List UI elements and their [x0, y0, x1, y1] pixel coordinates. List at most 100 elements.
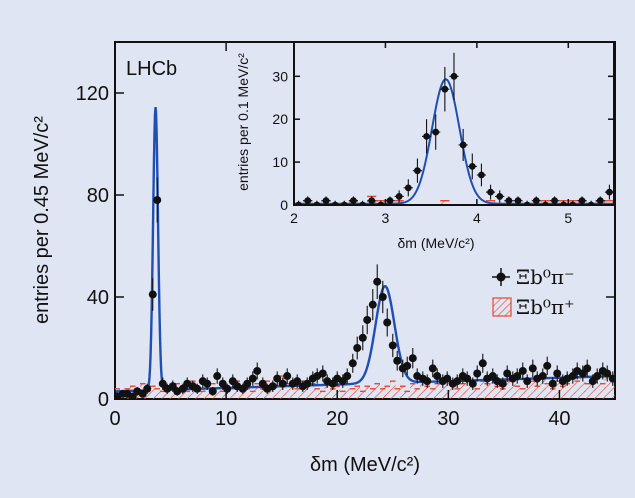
main-data-point [393, 356, 402, 365]
inset-data-point [432, 128, 440, 136]
main-data-point [143, 384, 152, 393]
main-background-bar [460, 383, 466, 399]
main-data-point [153, 196, 162, 205]
main-data-point [148, 290, 157, 299]
main-data-point [518, 366, 527, 375]
main-x-tick-label: 10 [215, 408, 237, 430]
main-background-bar [294, 388, 300, 399]
legend: Ξb⁰π⁻ Ξb⁰π⁺ [492, 265, 575, 319]
main-background-bar [554, 381, 560, 399]
legend-marker-background [492, 297, 512, 317]
main-data-point [213, 372, 222, 381]
main-data-point [553, 369, 562, 378]
main-data-point [253, 366, 262, 375]
main-background-bar [254, 383, 260, 399]
main-background-bar [170, 388, 176, 399]
main-x-tick-label: 30 [437, 408, 459, 430]
inset-y-tick-label: 30 [272, 68, 288, 84]
inset-data-point [304, 197, 312, 205]
main-background-bar [314, 388, 320, 399]
inset-background-bar [440, 200, 450, 205]
inset-data-point [404, 184, 412, 192]
main-background-bar [604, 376, 610, 399]
main-background-bar [324, 381, 330, 399]
inset-x-tick-label: 3 [382, 210, 390, 226]
main-background-bar [200, 391, 206, 399]
main-background-bar [564, 383, 570, 399]
main-background-bar [184, 391, 190, 399]
main-background-bar [400, 386, 406, 399]
inset-x-axis-label: δm (MeV/c²) [397, 235, 474, 251]
main-data-point [303, 379, 312, 388]
inset-data-point [414, 167, 421, 175]
inset-data-point [578, 197, 586, 205]
main-background-bar [390, 381, 396, 399]
main-background-bar [310, 383, 316, 399]
main-background-bar [530, 381, 536, 399]
main-background-bar [290, 386, 296, 399]
main-background-bar [590, 381, 596, 399]
main-background-bar [514, 386, 520, 399]
main-background-bar [154, 388, 160, 399]
main-background-bar [424, 386, 430, 399]
main-background-bar [360, 391, 366, 399]
main-background-bar [434, 383, 440, 399]
inset-data-point [468, 162, 476, 170]
main-data-point [273, 374, 282, 383]
main-data-point [378, 293, 387, 301]
inset-data-point [368, 197, 376, 205]
main-background-bar [370, 388, 376, 399]
main-data-point [463, 374, 472, 383]
main-background-bar [454, 388, 460, 399]
inset-data-point [551, 197, 558, 205]
main-data-point [498, 379, 507, 388]
main-background-bar [474, 388, 480, 399]
main-data-point [208, 387, 217, 396]
main-background-bar [410, 383, 416, 399]
main-background-bar [574, 381, 580, 399]
main-x-tick-label: 0 [109, 408, 120, 430]
legend-label-data: Ξb⁰π⁻ [516, 265, 575, 289]
main-background-bar [404, 391, 410, 399]
main-data-point [368, 300, 377, 309]
main-data-point [403, 361, 412, 370]
main-data-point [428, 364, 437, 373]
main-background-bar [520, 388, 526, 399]
main-data-point [383, 318, 392, 327]
main-background-bar [584, 383, 590, 399]
main-background-bar [330, 388, 336, 399]
main-data-point [193, 384, 202, 393]
main-background-bar [250, 391, 256, 399]
inset-y-axis-label: entries per 0.1 MeV/c² [235, 53, 251, 191]
main-background-bar [380, 388, 386, 399]
inset-data-point [386, 197, 394, 205]
main-background-bar [260, 388, 266, 399]
main-background-bar [490, 378, 496, 399]
main-data-point [408, 354, 417, 363]
main-background-bar [580, 376, 586, 399]
inset-x-tick-label: 4 [473, 210, 481, 226]
inset-y-tick-label: 0 [280, 197, 288, 213]
main-background-bar [320, 391, 326, 399]
main-background-bar [464, 381, 470, 399]
main-plot-layer [115, 106, 615, 399]
main-data-point [503, 369, 512, 378]
main-background-bar [204, 386, 210, 399]
inset-plot-layer [294, 52, 614, 205]
main-x-tick-label: 20 [326, 408, 348, 430]
inset-x-tick-label: 2 [290, 210, 298, 226]
main-data-point [523, 377, 532, 386]
main-background-bar [374, 383, 380, 399]
main-background-bar [420, 381, 426, 399]
main-background-bar [344, 383, 350, 399]
main-data-point [603, 369, 612, 378]
main-data-point [548, 379, 557, 388]
inset-data-point [505, 197, 513, 205]
inset-data-point [395, 193, 403, 200]
main-background-bar [354, 386, 360, 399]
main-y-tick-label: 40 [87, 287, 109, 309]
main-data-point [223, 384, 232, 393]
main-background-bar [220, 391, 226, 399]
